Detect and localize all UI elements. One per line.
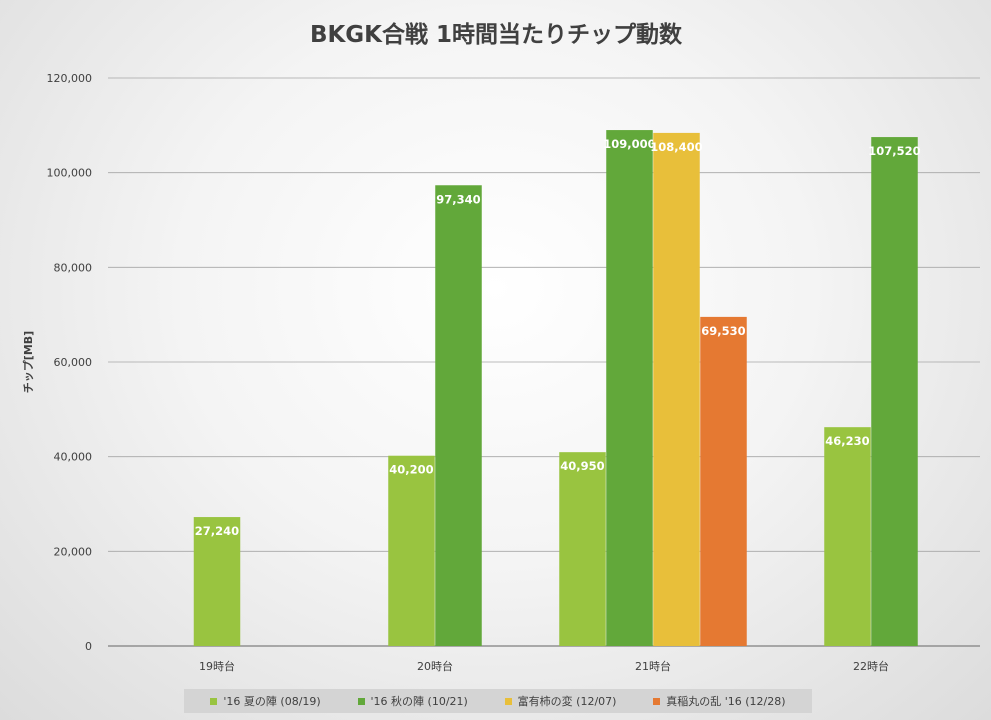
bar-2-3 xyxy=(700,316,747,646)
legend: '16 夏の陣 (08/19) '16 秋の陣 (10/21) 富有柿の変 (1… xyxy=(184,689,812,713)
x-tick-label: 20時台 xyxy=(417,659,453,673)
bar-2-1 xyxy=(606,130,653,647)
x-tick-label: 21時台 xyxy=(635,659,671,673)
legend-swatch xyxy=(210,697,218,705)
bar-2-2 xyxy=(653,132,700,646)
x-axis-ticks: 19時台 20時台 21時台 22時台 xyxy=(199,659,889,673)
bar-0-0 xyxy=(193,517,241,646)
legend-label: 真稲丸の乱 '16 (12/28) xyxy=(666,695,786,708)
data-label: 46,230 xyxy=(825,434,869,448)
legend-label: '16 秋の陣 (10/21) xyxy=(370,695,468,708)
y-axis-ticks: 0 20,000 40,000 60,000 80,000 100,000 120,000 xyxy=(47,72,93,653)
data-label: 109,000 xyxy=(603,137,655,151)
legend-item-sanada[interactable]: 真稲丸の乱 '16 (12/28) xyxy=(653,693,786,709)
legend-label: 富有柿の変 (12/07) xyxy=(517,695,617,708)
legend-swatch xyxy=(504,697,512,705)
x-tick-label: 19時台 xyxy=(199,659,235,673)
y-tick-label: 40,000 xyxy=(54,451,93,464)
data-label: 69,530 xyxy=(701,324,745,338)
bar-3-1 xyxy=(871,137,918,646)
data-label: 40,200 xyxy=(389,463,433,477)
data-label: 108,400 xyxy=(650,140,702,154)
y-axis-label: チップ[MB] xyxy=(21,331,35,393)
y-tick-label: 60,000 xyxy=(54,356,93,369)
bar-2-0 xyxy=(559,452,606,646)
bar-3-0 xyxy=(824,427,871,646)
y-tick-label: 0 xyxy=(85,640,92,653)
bar-1-1 xyxy=(435,185,482,647)
bar-1-0 xyxy=(388,455,435,646)
legend-swatch xyxy=(653,697,661,705)
y-tick-label: 80,000 xyxy=(54,261,93,274)
y-tick-label: 100,000 xyxy=(47,167,93,180)
y-tick-label: 20,000 xyxy=(54,545,93,558)
legend-item-autumn[interactable]: '16 秋の陣 (10/21) xyxy=(357,693,468,709)
legend-item-summer[interactable]: '16 夏の陣 (08/19) xyxy=(210,693,321,709)
legend-item-persimmon[interactable]: 富有柿の変 (12/07) xyxy=(504,693,617,709)
legend-swatch xyxy=(357,697,365,705)
data-label: 97,340 xyxy=(436,192,480,206)
y-tick-label: 120,000 xyxy=(47,72,93,85)
x-tick-label: 22時台 xyxy=(853,659,889,673)
chart-title: BKGK合戦 1時間当たりチップ動数 xyxy=(310,21,683,48)
data-label: 107,520 xyxy=(868,144,920,158)
legend-label: '16 夏の陣 (08/19) xyxy=(223,695,321,708)
data-label: 40,950 xyxy=(560,459,604,473)
data-label: 27,240 xyxy=(195,524,239,538)
